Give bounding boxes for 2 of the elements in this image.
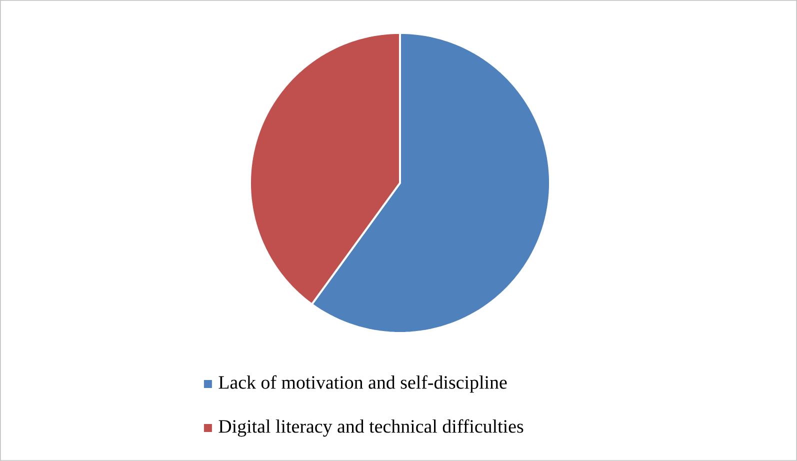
- legend-label: Digital literacy and technical difficulties: [218, 419, 524, 437]
- legend-label: Lack of motivation and self-discipline: [218, 375, 507, 393]
